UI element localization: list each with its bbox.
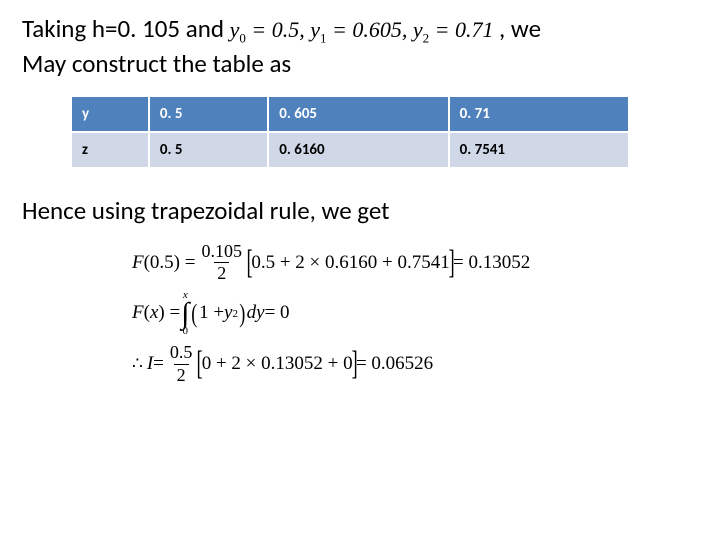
left-bracket-icon: [: [247, 253, 253, 273]
table-cell: z: [71, 132, 149, 168]
table-row: z 0. 5 0. 6160 0. 7541: [71, 132, 629, 168]
data-table: y 0. 5 0. 605 0. 71 z 0. 5 0. 6160 0. 75…: [70, 95, 630, 169]
equation-1: F(0.5) = 0.105 2 [ 0.5 + 2 × 0.6160 + 0.…: [132, 242, 698, 285]
table-header-cell: 0. 5: [149, 96, 268, 132]
equation-2: F(x) = x ∫ 0 ( 1 + y2 ) dy = 0: [132, 290, 698, 337]
intro-suffix: , we: [499, 13, 541, 44]
equation-3: ∴ I = 0.5 2 [ 0 + 2 × 0.13052 + 0 ] = 0.…: [132, 343, 698, 386]
table-cell: 0. 7541: [449, 132, 629, 168]
table-header-row: y 0. 5 0. 605 0. 71: [71, 96, 629, 132]
hence-text: Hence using trapezoidal rule, we get: [22, 195, 698, 226]
table-header-cell: 0. 71: [449, 96, 629, 132]
therefore-icon: ∴: [132, 355, 143, 374]
intro-line2: May construct the table as: [22, 48, 291, 79]
equations-block: F(0.5) = 0.105 2 [ 0.5 + 2 × 0.6160 + 0.…: [132, 242, 698, 386]
fraction: 0.5 2: [167, 343, 196, 386]
intro-text: Taking h=0. 105 and y0 = 0.5, y1 = 0.605…: [22, 12, 698, 81]
left-paren-icon: (: [192, 305, 198, 323]
table-header-cell: 0. 605: [268, 96, 448, 132]
fraction: 0.105 2: [198, 242, 245, 285]
right-bracket-icon: ]: [448, 253, 454, 273]
table-cell: 0. 6160: [268, 132, 448, 168]
left-bracket-icon: [: [197, 354, 203, 374]
right-paren-icon: ): [239, 305, 245, 323]
right-bracket-icon: ]: [351, 354, 357, 374]
table-cell: 0. 5: [149, 132, 268, 168]
intro-math: y0 = 0.5, y1 = 0.605, y2 = 0.71: [230, 17, 499, 42]
table-header-cell: y: [71, 96, 149, 132]
integral-icon: x ∫ 0: [181, 290, 189, 337]
intro-prefix: Taking h=0. 105 and: [22, 13, 230, 44]
